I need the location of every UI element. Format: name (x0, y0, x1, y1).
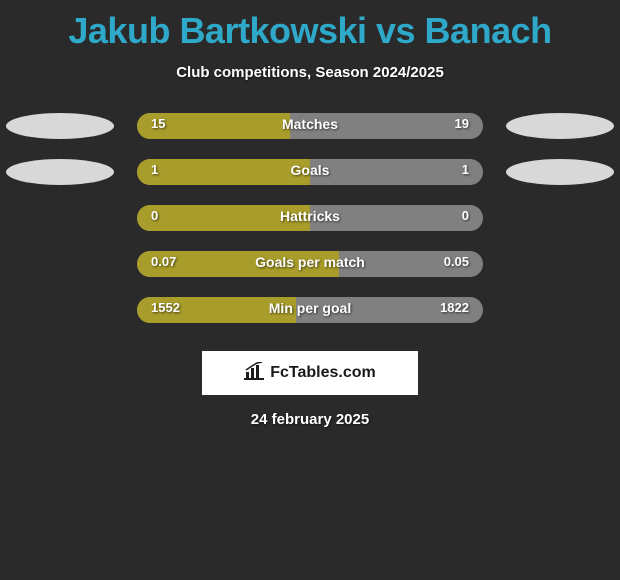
stat-bar: 11Goals (137, 159, 483, 185)
logo-text: FcTables.com (244, 362, 376, 385)
stat-label: Matches (137, 116, 483, 132)
stat-bar: 15521822Min per goal (137, 297, 483, 323)
logo-label: FcTables.com (270, 364, 376, 382)
stat-label: Min per goal (137, 300, 483, 316)
player-shape-left (6, 159, 114, 185)
stat-row: 00Hattricks (0, 201, 620, 247)
stat-row: 11Goals (0, 155, 620, 201)
stat-row: 1519Matches (0, 109, 620, 155)
stat-label: Goals per match (137, 254, 483, 270)
stat-row: 15521822Min per goal (0, 293, 620, 339)
player-shape-left (6, 113, 114, 139)
logo-box: FcTables.com (202, 351, 418, 395)
stat-bar: 1519Matches (137, 113, 483, 139)
stat-bar: 00Hattricks (137, 205, 483, 231)
stat-row: 0.070.05Goals per match (0, 247, 620, 293)
comparison-subtitle: Club competitions, Season 2024/2025 (0, 64, 620, 81)
stat-label: Goals (137, 162, 483, 178)
comparison-title: Jakub Bartkowski vs Banach (0, 0, 620, 52)
stat-label: Hattricks (137, 208, 483, 224)
chart-icon (244, 362, 264, 385)
player-shape-right (506, 159, 614, 185)
stat-bar: 0.070.05Goals per match (137, 251, 483, 277)
stats-area: 1519Matches 11Goals 00Hattricks 0.070.05Goa… (0, 109, 620, 339)
player-shape-right (506, 113, 614, 139)
date-label: 24 february 2025 (0, 411, 620, 428)
